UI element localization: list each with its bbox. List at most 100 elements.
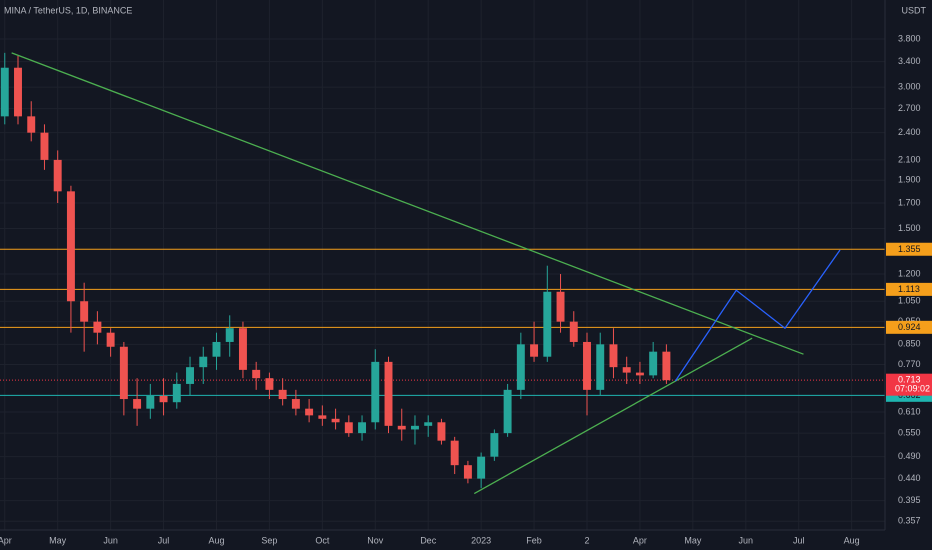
candle-body [238,328,247,370]
y-tick-label: 2.700 [898,103,921,113]
candle-body [384,361,393,426]
candle-body [199,356,208,368]
x-tick-label: Nov [367,535,384,545]
candle-body [463,465,472,479]
y-tick-label: 3.000 [898,82,921,92]
candle-body [119,346,128,400]
level-price-box [886,320,932,334]
axes: Apr May Jun Jul Aug Sep Oct Nov Dec 2023 Feb 2 Apr Ma… [0,33,932,545]
candle-body [477,456,486,479]
candle-body [159,395,168,403]
candle-body [596,344,605,390]
y-tick-label: 0.850 [898,339,921,349]
y-tick-label: 3.800 [898,33,921,43]
trend-line [674,249,841,382]
y-tick-label: 3.400 [898,56,921,66]
candle-body [278,389,287,400]
x-tick-label: Aug [208,535,224,545]
candle-body [331,418,340,423]
candle-body [80,301,89,322]
candles [0,52,671,489]
candle-body [437,422,446,441]
candle-body [186,367,194,384]
x-tick-label: Jun [739,535,754,545]
candle-body [569,321,578,342]
grid [0,0,885,530]
candle-body [662,351,671,381]
candle-body [14,67,22,117]
x-tick-label: Jul [793,535,805,545]
x-tick-label: May [49,535,67,545]
candle-body [583,341,591,390]
x-tick-label: 2 [584,535,589,545]
last-price-label: 0.713 [898,375,921,385]
candle-body [305,408,314,416]
trend-line [11,52,804,355]
y-tick-label: 2.100 [898,154,921,164]
candle-body [0,67,9,117]
candle-body [649,351,658,376]
candle-body [424,422,433,426]
y-tick-label: 1.700 [898,197,921,207]
y-tick-label: 0.550 [898,427,921,437]
candle-body [265,378,274,390]
candle-body [172,383,181,403]
y-tick-label: 0.770 [898,359,921,369]
candle-body [106,332,115,347]
chart-title: MINA / TetherUS, 1D, BINANCE [4,5,132,15]
candle-body [40,132,49,160]
candle-body [635,372,644,376]
candle-body [53,159,62,192]
level-price-label: 0.924 [898,322,921,332]
candle-body [212,341,221,357]
y-tick-label: 1.200 [898,268,921,278]
candle-body [66,191,75,302]
candle-body [358,422,367,434]
x-tick-label: Apr [0,535,12,545]
trend-line [473,337,753,495]
candle-body [411,425,419,430]
x-tick-label: Aug [844,535,860,545]
y-tick-label: 2.400 [898,127,921,137]
y-unit: USDT [902,5,927,15]
x-tick-label: 2023 [471,535,491,545]
drawings [11,52,841,495]
candle-body [371,361,380,423]
x-tick-label: Dec [420,535,437,545]
candle-body [291,399,300,409]
candle-body [318,415,327,419]
candle-body [27,116,36,133]
candle-body [133,399,142,409]
candle-body [530,344,539,357]
level-price-label: 1.355 [898,244,921,254]
level-price-box [886,282,932,296]
candle-body [490,433,499,457]
level-price-label: 1.113 [898,284,920,294]
y-tick-label: 1.050 [898,296,921,306]
candle-body [543,291,552,357]
candle-body [93,321,102,333]
x-tick-label: Sep [261,535,277,545]
candle-body [146,395,155,409]
candle-body [344,422,353,434]
candle-body [622,367,631,373]
countdown: 07:09:02 [895,384,930,394]
levels [0,248,885,396]
x-tick-label: Feb [526,535,542,545]
candle-body [225,328,234,342]
candle-body [450,440,459,466]
candle-body [503,389,512,434]
x-tick-label: Oct [315,535,330,545]
y-tick-label: 0.490 [898,451,921,461]
candle-body [609,344,618,368]
level-price-box [886,242,932,256]
y-tick-label: 1.500 [898,223,921,233]
candle-body [516,344,525,390]
y-tick-label: 0.395 [898,495,921,505]
x-tick-label: Apr [633,535,647,545]
y-tick-label: 0.440 [898,473,921,483]
candle-body [252,369,261,379]
y-tick-label: 1.900 [898,175,921,185]
